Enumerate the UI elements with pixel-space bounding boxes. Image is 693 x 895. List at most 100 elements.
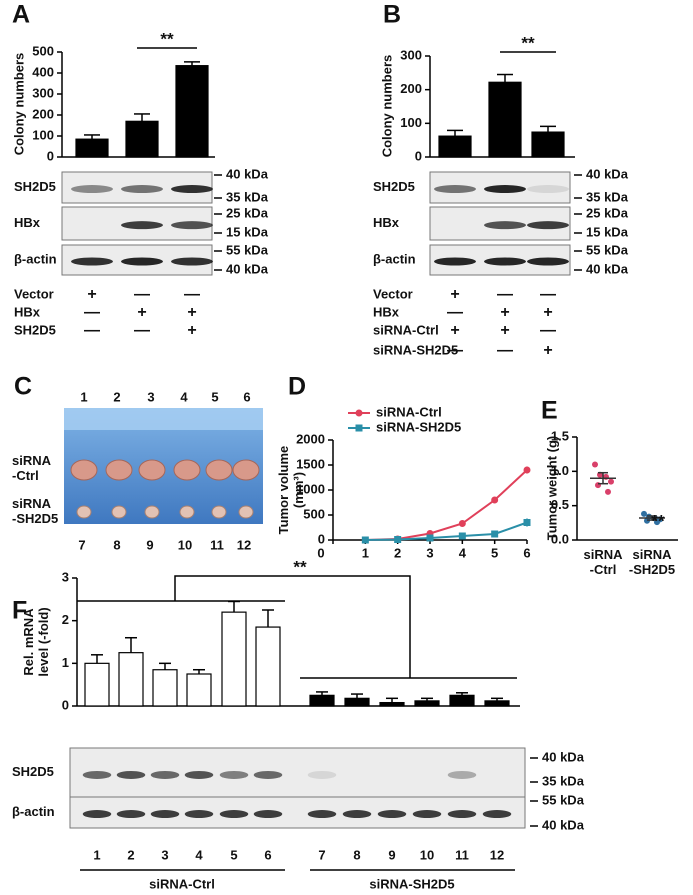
bar xyxy=(488,81,522,158)
row-label: siRNA -Ctrl xyxy=(12,453,52,483)
condition-label: HBx xyxy=(373,304,400,319)
y-tick-label: 1.5 xyxy=(551,428,569,443)
significance: ** xyxy=(651,511,665,530)
condition-sign: + xyxy=(137,304,146,321)
x-tick-label: 5 xyxy=(491,545,498,560)
tumor xyxy=(205,459,233,481)
lane-number: 11 xyxy=(455,847,469,862)
legend-label: siRNA-Ctrl xyxy=(376,404,442,419)
blot-band xyxy=(184,810,214,819)
blot-row-label: β-actin xyxy=(12,804,55,819)
blot-band xyxy=(71,185,113,194)
tumor-number: 7 xyxy=(78,537,85,552)
y-tick-label: 0 xyxy=(47,148,54,163)
condition-sign: + xyxy=(187,304,196,321)
marker-label: 55 kDa xyxy=(542,792,585,807)
tumor-number: 8 xyxy=(113,537,120,552)
blot-band xyxy=(116,810,146,819)
y-tick-label: 1000 xyxy=(296,481,325,496)
blot-band xyxy=(121,221,163,230)
legend-marker xyxy=(355,424,363,432)
blot-band xyxy=(184,770,214,779)
condition-sign: + xyxy=(500,322,509,339)
blot-band xyxy=(71,257,113,266)
blot-row-label: SH2D5 xyxy=(14,179,56,194)
significance: ** xyxy=(293,557,307,576)
bar xyxy=(309,694,335,707)
y-tick-label: 3 xyxy=(62,569,69,584)
marker-label: 15 kDa xyxy=(226,224,269,239)
condition-label: Vector xyxy=(373,286,413,301)
blot-band xyxy=(171,257,213,266)
condition-sign: — xyxy=(84,304,100,321)
blot-row-label: HBx xyxy=(373,215,400,230)
y-tick-label: 300 xyxy=(400,47,422,62)
condition-sign: — xyxy=(184,286,200,303)
blot-band xyxy=(484,257,526,266)
bar xyxy=(438,135,472,158)
bar xyxy=(175,65,209,158)
y-tick-label: 100 xyxy=(400,115,422,130)
tumor xyxy=(105,459,133,481)
point xyxy=(605,488,611,495)
y-tick-label: 100 xyxy=(32,127,54,142)
panel-label: A xyxy=(12,1,30,29)
condition-label: SH2D5 xyxy=(14,322,56,337)
blot-band xyxy=(171,221,213,230)
y-tick-label: 300 xyxy=(32,85,54,100)
bar xyxy=(344,697,370,707)
condition-label: HBx xyxy=(14,304,41,319)
marker-label: 55 kDa xyxy=(586,242,629,257)
y-tick-label: 1 xyxy=(62,655,69,670)
bar xyxy=(186,673,212,707)
marker-label: 40 kDa xyxy=(542,749,585,764)
significance-bracket xyxy=(77,575,517,679)
y-axis-label: Colony numbers xyxy=(11,53,26,156)
blot-band xyxy=(307,770,337,779)
blot-band xyxy=(434,257,476,266)
panel-label: D xyxy=(288,373,306,401)
row-label: siRNA -SH2D5 xyxy=(12,496,58,526)
marker-label: 35 kDa xyxy=(586,189,629,204)
tumor-number: 5 xyxy=(211,389,218,404)
bar xyxy=(379,701,405,707)
y-tick-label: 1.0 xyxy=(551,463,569,478)
tumor xyxy=(232,459,260,481)
condition-sign: — xyxy=(447,342,463,359)
condition-sign: — xyxy=(497,342,513,359)
tumor-number: 11 xyxy=(210,537,224,552)
lane-number: 1 xyxy=(93,847,100,862)
blot-strip xyxy=(69,747,526,798)
y-tick-label: 0.5 xyxy=(551,497,569,512)
blot-band xyxy=(116,770,146,779)
bar xyxy=(255,626,281,707)
x-tick-label: 1 xyxy=(362,545,369,560)
y-tick-label: 500 xyxy=(303,506,325,521)
point xyxy=(491,496,499,504)
condition-sign: — xyxy=(447,304,463,321)
tumor xyxy=(211,505,227,519)
condition-sign: — xyxy=(497,286,513,303)
condition-label: Vector xyxy=(14,286,54,301)
tumor-number: 10 xyxy=(178,537,192,552)
tumor-number: 2 xyxy=(113,389,120,404)
legend-label: siRNA-SH2D5 xyxy=(376,419,461,434)
marker-label: 35 kDa xyxy=(226,189,269,204)
blot-band xyxy=(482,810,512,819)
tumor xyxy=(173,459,201,481)
blot-band xyxy=(121,185,163,194)
blot-band xyxy=(447,770,477,779)
tumor-number: 3 xyxy=(147,389,154,404)
blot-band xyxy=(82,770,112,779)
blot-band xyxy=(447,810,477,819)
point xyxy=(361,536,369,544)
blot-band xyxy=(121,257,163,266)
point xyxy=(458,520,466,527)
tumor xyxy=(144,505,160,519)
point xyxy=(394,536,402,543)
lane-number: 7 xyxy=(318,847,325,862)
marker-label: 40 kDa xyxy=(542,817,585,832)
condition-sign: + xyxy=(543,342,552,359)
tumor-number: 6 xyxy=(243,389,250,404)
